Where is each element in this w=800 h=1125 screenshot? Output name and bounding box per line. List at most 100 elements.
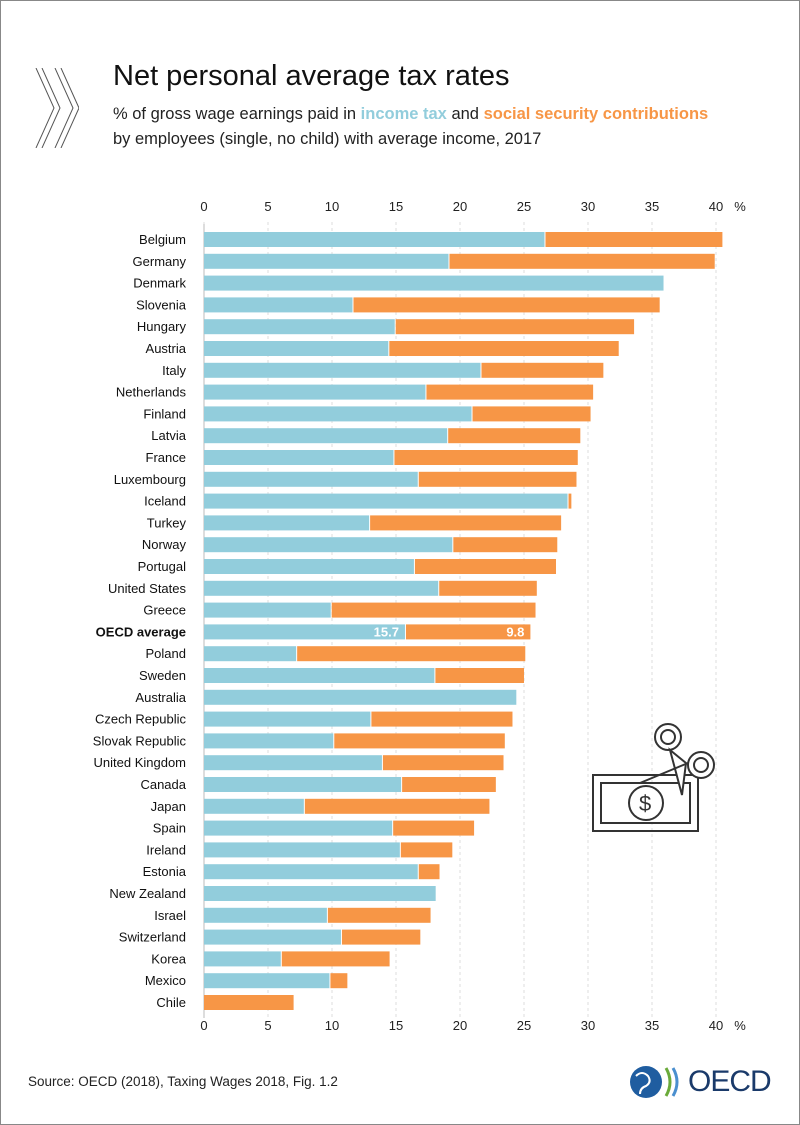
x-tick-label-bottom: 10 — [325, 1018, 339, 1033]
bar-income-tax — [204, 450, 394, 465]
bar-income-tax — [204, 951, 281, 967]
x-tick-label-bottom: 5 — [264, 1018, 271, 1033]
x-unit-label-top: % — [734, 199, 746, 214]
bar-ssc — [400, 842, 453, 858]
category-label: Germany — [133, 254, 187, 269]
oecd-globe-icon — [630, 1066, 679, 1098]
category-label: United Kingdom — [94, 755, 187, 770]
bar-income-tax — [204, 886, 436, 901]
category-label: Italy — [162, 363, 186, 378]
bar-income-tax — [204, 275, 664, 291]
bar-income-tax — [204, 515, 370, 531]
bar-ssc — [394, 450, 578, 465]
x-tick-label-bottom: 0 — [200, 1018, 207, 1033]
x-tick-label-top: 0 — [200, 199, 207, 214]
bar-ssc — [449, 253, 715, 269]
chart-subtitle: % of gross wage earnings paid in income … — [113, 102, 708, 152]
bar-income-tax — [204, 624, 405, 640]
bar-ssc — [330, 973, 348, 989]
x-tick-label-top: 15 — [389, 199, 403, 214]
bar-chart: 0 0 5 5 10 10 15 15 20 20 25 25 30 30 35 35 40 40%% Belgiu… — [93, 199, 746, 1033]
bar-ssc — [453, 537, 558, 553]
bar-income-tax — [204, 820, 393, 836]
category-label: OECD average — [96, 624, 186, 639]
bar-ssc — [370, 515, 562, 531]
bar-ssc — [204, 995, 294, 1010]
bar-income-tax — [204, 646, 297, 662]
category-label: New Zealand — [109, 886, 186, 901]
bar-income-tax — [204, 319, 395, 335]
category-label: Belgium — [139, 232, 186, 247]
bar-ssc — [414, 559, 556, 574]
bar-income-tax — [204, 733, 334, 749]
x-tick-label-bottom: 25 — [517, 1018, 531, 1033]
x-tick-label-top: 10 — [325, 199, 339, 214]
category-label: Spain — [153, 821, 186, 836]
x-tick-label-bottom: 30 — [581, 1018, 595, 1033]
x-tick-label-bottom: 40 — [709, 1018, 723, 1033]
category-label: Slovenia — [136, 297, 187, 312]
bar-ssc — [481, 362, 604, 378]
subtitle-line2: by employees (single, no child) with ave… — [113, 130, 542, 148]
data-label-income: 15.7 — [374, 624, 399, 639]
bar-ssc — [426, 384, 594, 400]
bar-income-tax — [204, 406, 472, 422]
bar-income-tax — [204, 559, 414, 574]
bar-ssc — [472, 406, 591, 422]
category-label: Poland — [146, 646, 186, 661]
data-label-ssc: 9.8 — [506, 624, 524, 639]
category-label: Mexico — [145, 973, 186, 988]
x-tick-label-top: 35 — [645, 199, 659, 214]
bar-ssc — [371, 711, 513, 727]
bar-income-tax — [204, 798, 304, 814]
bar-ssc — [395, 319, 635, 335]
bar-ssc — [382, 755, 504, 771]
bar-income-tax — [204, 755, 382, 771]
category-label: Hungary — [137, 319, 187, 334]
category-label: Australia — [135, 690, 186, 705]
category-label: Chile — [156, 995, 186, 1010]
x-tick-label-bottom: 20 — [453, 1018, 467, 1033]
bar-ssc — [418, 471, 577, 487]
bar-income-tax — [204, 929, 341, 945]
category-label: Slovak Republic — [93, 733, 187, 748]
category-label: Czech Republic — [95, 712, 187, 727]
x-unit-label-bottom: % — [734, 1018, 746, 1033]
x-tick-label-bottom: 35 — [645, 1018, 659, 1033]
legend-income-tax: income tax — [360, 105, 447, 123]
bar-income-tax — [204, 907, 327, 923]
x-tick-label-top: 20 — [453, 199, 467, 214]
category-label: Finland — [143, 406, 186, 421]
category-label: United States — [108, 581, 187, 596]
category-label: Korea — [151, 951, 186, 966]
bar-income-tax — [204, 232, 545, 247]
bar-ssc — [545, 232, 723, 247]
x-tick-label-top: 5 — [264, 199, 271, 214]
bar-income-tax — [204, 973, 330, 989]
subtitle-and: and — [446, 105, 484, 123]
x-tick-label-top: 25 — [517, 199, 531, 214]
bar-income-tax — [204, 341, 389, 356]
bar-income-tax — [204, 493, 568, 509]
bar-income-tax — [204, 471, 418, 487]
bar-income-tax — [204, 864, 418, 880]
category-label: Sweden — [139, 668, 186, 683]
bar-ssc — [405, 624, 531, 640]
category-label: Greece — [143, 603, 186, 618]
chart-title: Net personal average tax rates — [113, 60, 510, 92]
chevrons-icon — [34, 67, 80, 153]
bar-ssc — [353, 297, 660, 313]
bar-income-tax — [204, 842, 400, 858]
bar-ssc — [341, 929, 421, 945]
bar-income-tax — [204, 602, 331, 618]
oecd-logo-text: OECD — [688, 1065, 772, 1098]
category-label: Latvia — [151, 428, 186, 443]
category-label: Portugal — [138, 559, 187, 574]
bar-ssc — [389, 341, 619, 356]
category-label: France — [146, 450, 186, 465]
bar-ssc — [418, 864, 440, 880]
bar-ssc — [568, 493, 572, 509]
bar-ssc — [331, 602, 536, 618]
bar-ssc — [304, 798, 490, 814]
oecd-logo: OECD — [628, 1062, 772, 1102]
